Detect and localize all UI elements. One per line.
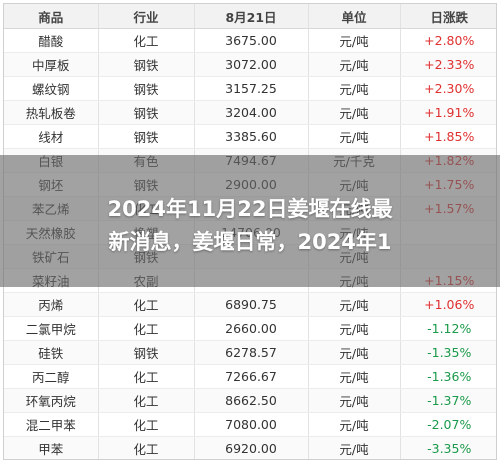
- cell-industry: 钢铁: [98, 100, 195, 125]
- cell-price: 6278.57: [194, 340, 309, 365]
- table-row: 中厚板 钢铁 3072.00 元/吨 +2.33%: [4, 52, 496, 77]
- cell-commodity: 丙二醇: [4, 364, 99, 389]
- cell-daily-change: +2.80%: [400, 28, 496, 53]
- cell-industry: 钢铁: [98, 340, 195, 365]
- headline-overlay-title: 2024年11月22日姜堰在线最 新消息，姜堰日常，2024年1: [0, 193, 500, 259]
- cell-commodity: 环氧丙烷: [4, 388, 99, 413]
- headline-line-1: 2024年11月22日姜堰在线最: [107, 197, 393, 221]
- cell-daily-change: +1.91%: [400, 100, 496, 125]
- cell-daily-change: +1.85%: [400, 124, 496, 149]
- cell-price: 8662.50: [194, 388, 309, 413]
- cell-commodity: 硅铁: [4, 340, 99, 365]
- cell-unit: 元/吨: [308, 412, 401, 437]
- cell-commodity: 中厚板: [4, 52, 99, 77]
- cell-unit: 元/吨: [308, 100, 401, 125]
- table-header-row: 商品 行业 8月21日 单位 日涨跌: [4, 4, 496, 29]
- cell-industry: 化工: [98, 436, 195, 459]
- cell-price: 6920.00: [194, 436, 309, 459]
- cell-commodity: 混二甲苯: [4, 412, 99, 437]
- cell-price: 7266.67: [194, 364, 309, 389]
- table-row: 硅铁 钢铁 6278.57 元/吨 -1.35%: [4, 340, 496, 365]
- cell-price: 3072.00: [194, 52, 309, 77]
- cell-commodity: 螺纹钢: [4, 76, 99, 101]
- cell-industry: 钢铁: [98, 124, 195, 149]
- cell-unit: 元/吨: [308, 292, 401, 317]
- cell-commodity: 线材: [4, 124, 99, 149]
- cell-industry: 化工: [98, 412, 195, 437]
- cell-unit: 元/吨: [308, 28, 401, 53]
- cell-commodity: 醋酸: [4, 28, 99, 53]
- cell-unit: 元/吨: [308, 316, 401, 341]
- table-row: 热轧板卷 钢铁 3204.00 元/吨 +1.91%: [4, 100, 496, 125]
- header-date-price: 8月21日: [194, 4, 309, 29]
- header-daily-change: 日涨跌: [400, 4, 496, 29]
- cell-unit: 元/吨: [308, 364, 401, 389]
- cell-unit: 元/吨: [308, 124, 401, 149]
- table-row: 混二甲苯 化工 7080.00 元/吨 -2.07%: [4, 412, 496, 437]
- cell-industry: 钢铁: [98, 52, 195, 77]
- cell-price: 2660.00: [194, 316, 309, 341]
- header-unit: 单位: [308, 4, 401, 29]
- table-row: 二氯甲烷 化工 2660.00 元/吨 -1.12%: [4, 316, 496, 341]
- cell-price: 6890.75: [194, 292, 309, 317]
- cell-price: 3204.00: [194, 100, 309, 125]
- cell-daily-change: -1.12%: [400, 316, 496, 341]
- cell-daily-change: -1.36%: [400, 364, 496, 389]
- table-row: 醋酸 化工 3675.00 元/吨 +2.80%: [4, 28, 496, 53]
- cell-unit: 元/吨: [308, 52, 401, 77]
- cell-industry: 化工: [98, 292, 195, 317]
- header-commodity: 商品: [4, 4, 99, 29]
- cell-unit: 元/吨: [308, 340, 401, 365]
- cell-commodity: 甲苯: [4, 436, 99, 459]
- cell-commodity: 热轧板卷: [4, 100, 99, 125]
- table-row: 丙二醇 化工 7266.67 元/吨 -1.36%: [4, 364, 496, 389]
- table-row: 丙烯 化工 6890.75 元/吨 +1.06%: [4, 292, 496, 317]
- cell-daily-change: +2.33%: [400, 52, 496, 77]
- table-row: 环氧丙烷 化工 8662.50 元/吨 -1.37%: [4, 388, 496, 413]
- cell-industry: 化工: [98, 364, 195, 389]
- cell-industry: 化工: [98, 28, 195, 53]
- headline-overlay-band: [0, 155, 500, 287]
- cell-unit: 元/吨: [308, 76, 401, 101]
- cell-unit: 元/吨: [308, 436, 401, 459]
- cell-price: 3675.00: [194, 28, 309, 53]
- cell-industry: 化工: [98, 388, 195, 413]
- cell-industry: 化工: [98, 316, 195, 341]
- table-row: 线材 钢铁 3385.60 元/吨 +1.85%: [4, 124, 496, 149]
- cell-daily-change: +2.30%: [400, 76, 496, 101]
- cell-price: 3385.60: [194, 124, 309, 149]
- headline-line-2: 新消息，姜堰日常，2024年1: [108, 230, 392, 254]
- cell-price: 7080.00: [194, 412, 309, 437]
- cell-industry: 钢铁: [98, 76, 195, 101]
- table-row: 甲苯 化工 6920.00 元/吨 -3.35%: [4, 436, 496, 459]
- cell-daily-change: -3.35%: [400, 436, 496, 459]
- cell-daily-change: -2.07%: [400, 412, 496, 437]
- table-row: 螺纹钢 钢铁 3157.25 元/吨 +2.30%: [4, 76, 496, 101]
- cell-daily-change: +1.06%: [400, 292, 496, 317]
- cell-price: 3157.25: [194, 76, 309, 101]
- header-industry: 行业: [98, 4, 195, 29]
- cell-daily-change: -1.35%: [400, 340, 496, 365]
- cell-commodity: 丙烯: [4, 292, 99, 317]
- cell-daily-change: -1.37%: [400, 388, 496, 413]
- cell-commodity: 二氯甲烷: [4, 316, 99, 341]
- cell-unit: 元/吨: [308, 388, 401, 413]
